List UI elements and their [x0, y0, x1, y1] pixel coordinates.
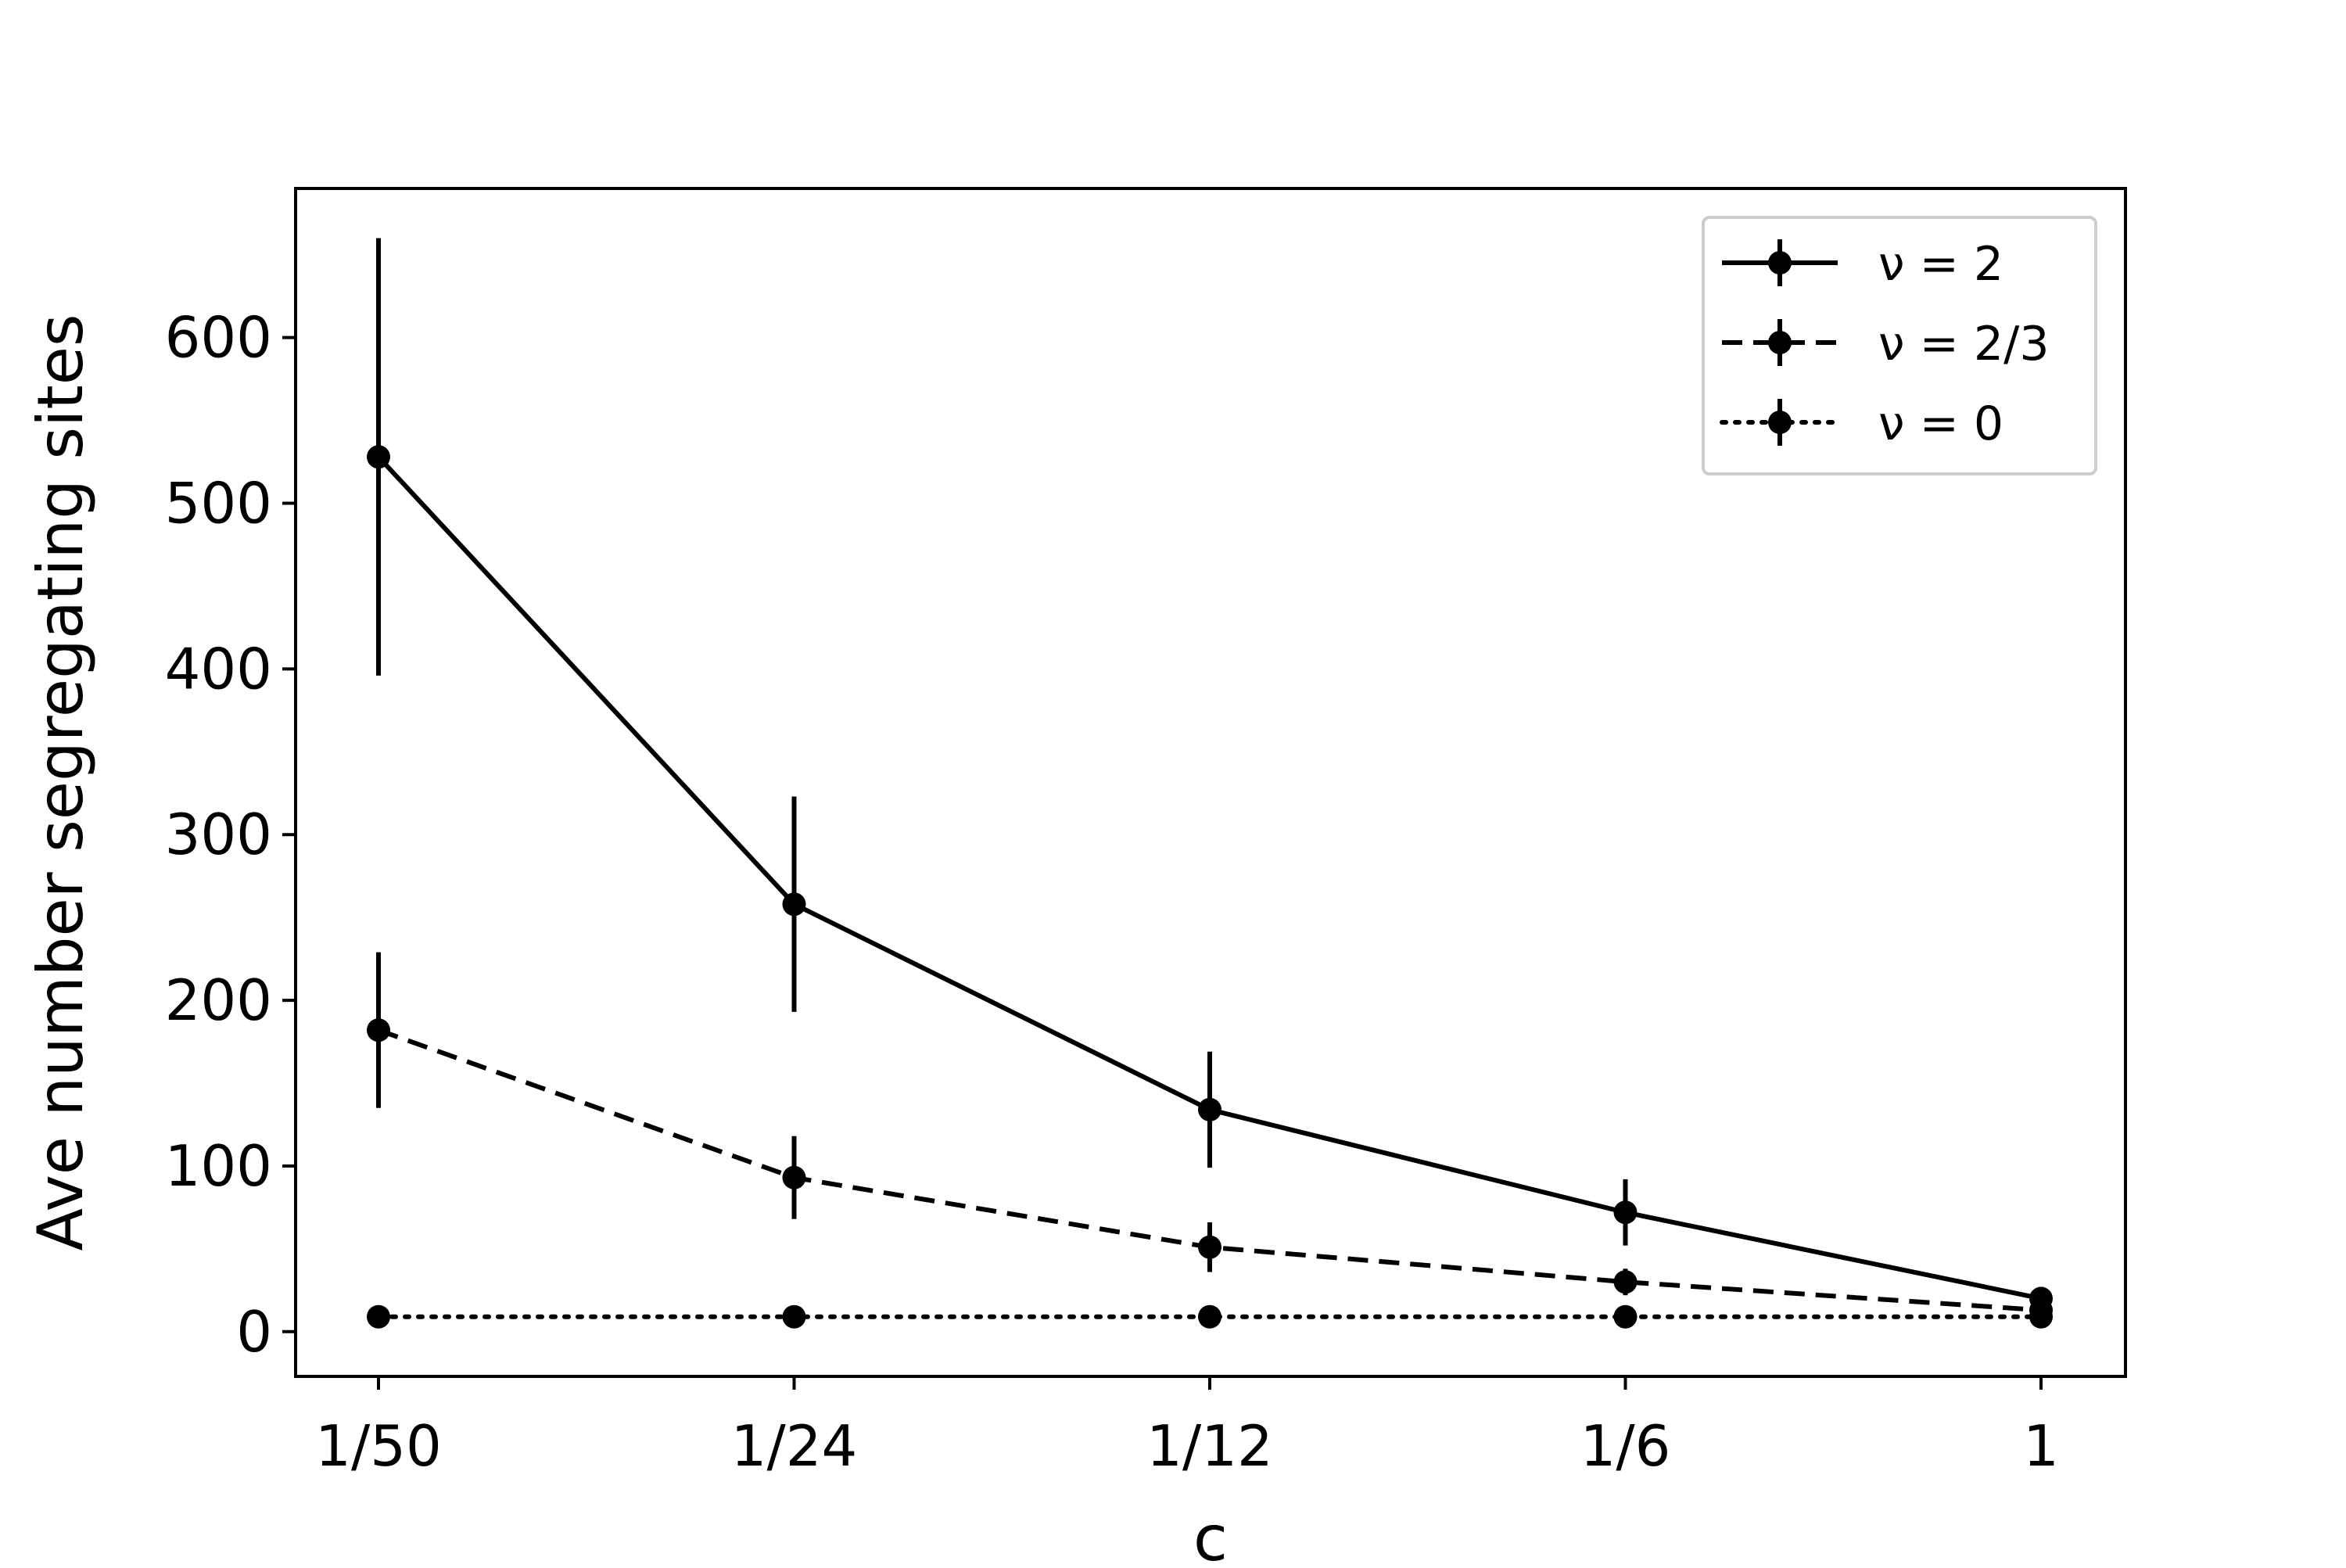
- y-tick-label: 100: [165, 1133, 272, 1199]
- x-axis-label: c: [1193, 1502, 1228, 1564]
- data-point: [2029, 1304, 2053, 1329]
- y-tick-label: 500: [165, 471, 272, 536]
- y-tick-label: 300: [165, 802, 272, 867]
- data-point: [782, 1165, 806, 1189]
- data-point: [367, 1304, 390, 1329]
- x-tick-label: 1/50: [315, 1413, 442, 1479]
- x-tick-label: 1: [2023, 1413, 2059, 1479]
- data-point: [1198, 1097, 1221, 1121]
- y-tick-label: 600: [165, 305, 272, 371]
- legend-marker: [1768, 411, 1792, 434]
- series-2: [367, 1304, 2053, 1329]
- legend-label: ν = 0: [1878, 396, 2003, 451]
- data-point: [782, 892, 806, 917]
- x-tick-label: 1/12: [1146, 1413, 1273, 1479]
- y-tick-label: 200: [165, 967, 272, 1033]
- data-point: [1198, 1304, 1221, 1329]
- legend-box: [1702, 216, 2097, 475]
- data-point: [782, 1304, 806, 1329]
- legend-marker: [1768, 331, 1792, 354]
- data-point: [1613, 1200, 1638, 1225]
- x-tick-label: 1/6: [1580, 1413, 1671, 1479]
- legend-entry-1: ν = 2/3: [1722, 317, 2050, 371]
- data-point: [1198, 1235, 1221, 1259]
- legend-entry-2: ν = 0: [1720, 396, 2003, 451]
- legend-label: ν = 2: [1878, 237, 2003, 292]
- legend-marker: [1768, 251, 1792, 274]
- y-tick-label: 400: [165, 636, 272, 701]
- legend-entry-0: ν = 2: [1722, 237, 2003, 292]
- series-0: [367, 238, 2053, 1311]
- data-point: [367, 1018, 390, 1042]
- data-point: [1613, 1270, 1638, 1294]
- x-tick-label: 1/24: [731, 1413, 858, 1479]
- legend-label: ν = 2/3: [1878, 317, 2050, 371]
- data-point: [1613, 1304, 1638, 1329]
- y-axis-label: Ave number segregating sites: [24, 314, 97, 1250]
- y-tick-label: 0: [236, 1299, 272, 1365]
- data-point: [367, 445, 390, 469]
